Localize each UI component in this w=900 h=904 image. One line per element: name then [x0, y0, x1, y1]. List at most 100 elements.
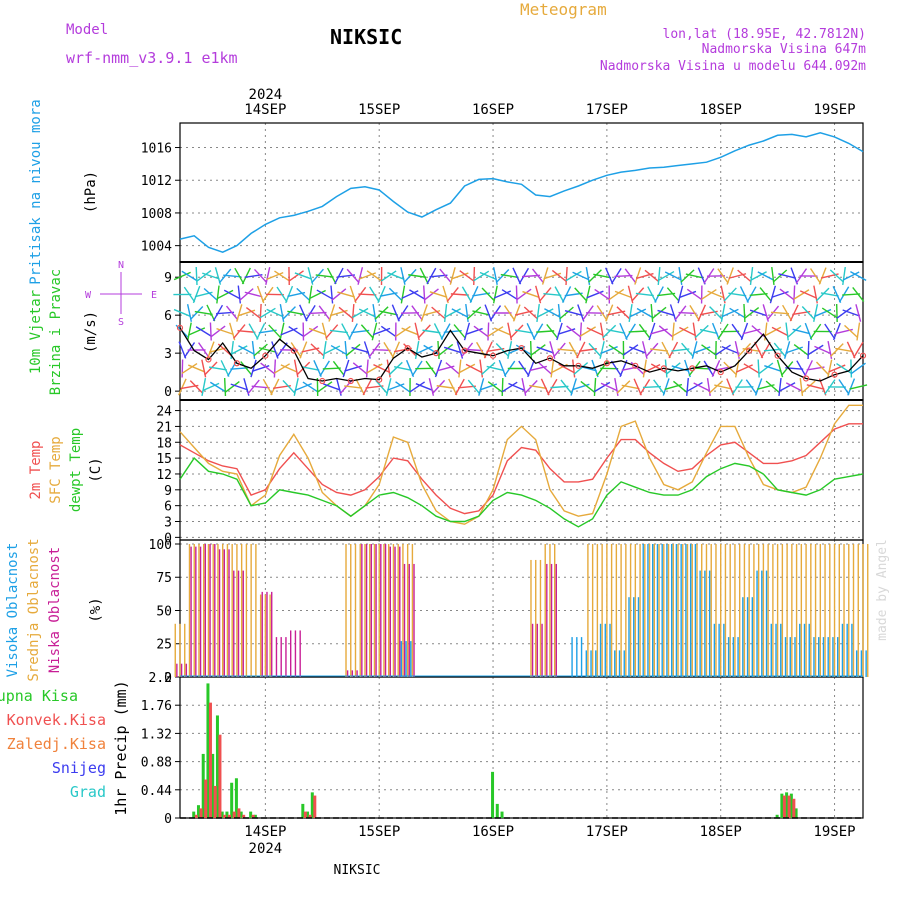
wind-barb	[465, 323, 470, 340]
product-title: Meteogram	[520, 0, 607, 19]
precip-bar	[304, 812, 307, 818]
wind-barb	[474, 267, 475, 285]
pressure-axis-label: Pritisak na nivou mora	[28, 99, 44, 284]
wind-barb	[295, 384, 312, 391]
wind-barb	[635, 267, 641, 284]
precip-legend-item: Snijeg	[52, 759, 106, 777]
precip-axis-label: 1hr Precip (mm)	[112, 680, 130, 815]
precip-legend-item: Ukupna Kisa	[0, 687, 78, 705]
wind-unit: (m/s)	[83, 311, 99, 353]
wind-barb	[741, 323, 747, 340]
wind-barb	[630, 309, 646, 317]
wind-barb	[488, 323, 489, 341]
date-tick-bottom: 17SEP	[586, 824, 628, 840]
wind-barb	[480, 272, 497, 279]
wind-barb	[843, 267, 846, 285]
wind-barb	[800, 291, 817, 298]
wind-barb	[416, 341, 419, 359]
wind-barb	[392, 305, 399, 322]
y-tick-label: 100	[149, 538, 172, 553]
wind-barb	[401, 286, 404, 304]
wind-barb	[663, 378, 669, 395]
precip-bar	[204, 780, 207, 818]
y-tick-label: 0.44	[141, 784, 172, 799]
date-tick-top: 18SEP	[700, 102, 742, 118]
wind-barb	[678, 286, 683, 303]
panel-frame-temperature	[180, 400, 863, 540]
precip-bar	[237, 808, 240, 818]
precip-bar	[218, 735, 221, 818]
y-tick-label: 21	[156, 420, 172, 435]
wind-barb	[772, 327, 788, 335]
wind-barb	[266, 267, 270, 285]
panel-frame-precipitation	[180, 677, 863, 818]
y-tick-label: 15	[156, 452, 172, 467]
wind-barb	[814, 346, 831, 353]
y-tick-label: 9	[164, 484, 172, 499]
wind-barb	[281, 365, 297, 372]
compass-south: S	[118, 317, 124, 328]
wind-barb	[479, 378, 484, 395]
temp-axis-label-sfc: SFC Temp	[48, 436, 64, 503]
wind-barb	[286, 286, 293, 303]
precip-legend-item: Grad	[70, 783, 106, 801]
precip-bar	[501, 812, 504, 818]
wind-barb	[352, 304, 353, 322]
date-tick-bottom: 18SEP	[700, 824, 742, 840]
wind-barb	[736, 365, 752, 372]
wind-barb	[557, 323, 562, 340]
wind-barb	[416, 384, 433, 391]
y-tick-label: 1.76	[141, 699, 172, 714]
wind-barb	[587, 291, 604, 298]
y-tick-label: 25	[156, 638, 172, 653]
date-tick-top: 19SEP	[813, 102, 855, 118]
temperature-line-0	[180, 424, 863, 514]
precip-bar	[195, 815, 198, 818]
model-label: Model	[66, 22, 108, 38]
wind-barb	[848, 379, 855, 396]
wind-barb	[435, 360, 441, 377]
wind-barb	[508, 383, 525, 390]
wind-barb	[402, 328, 419, 335]
wind-barb	[571, 378, 576, 395]
wind-barb	[634, 379, 641, 396]
wind-barb	[459, 360, 461, 378]
wind-barb	[727, 379, 734, 396]
pressure-unit: (hPa)	[83, 171, 99, 213]
wind-barb	[267, 273, 284, 280]
precip-bar	[496, 804, 499, 818]
wind-barb	[819, 268, 826, 285]
footer-station: NIKSIC	[334, 863, 381, 878]
wind-barb	[566, 267, 567, 285]
wind-barb	[466, 364, 482, 372]
precip-legend-item: Konvek.Kisa	[7, 711, 106, 729]
wind-barb	[770, 286, 775, 303]
panel-frame-pressure	[180, 123, 863, 262]
precip-bar	[788, 796, 791, 818]
date-tick-top: 14SEP	[244, 102, 286, 118]
date-tick-top: 17SEP	[586, 102, 628, 118]
wind-barb	[300, 305, 307, 321]
wind-barb	[541, 379, 549, 395]
compass-east: E	[151, 290, 157, 301]
y-tick-label: 50	[156, 604, 172, 619]
wind-barb	[217, 290, 233, 298]
y-tick-label: 2.2	[149, 671, 172, 686]
wind-barb	[786, 383, 802, 391]
wind-barb	[722, 347, 739, 354]
wind-barb	[744, 304, 745, 322]
wind-barb	[402, 291, 418, 298]
date-tick-bottom: 14SEP	[244, 824, 286, 840]
wind-barb	[502, 378, 503, 396]
wind-barb	[345, 341, 347, 359]
wind-barb	[225, 378, 226, 396]
wind-barb	[527, 323, 535, 339]
wind-barb	[856, 304, 861, 321]
wind-barb	[756, 379, 762, 396]
cloud-axis-label-mid: Srednja Oblacnost	[26, 538, 42, 681]
wind-barb	[847, 342, 854, 358]
y-tick-label: 18	[156, 436, 172, 451]
wind-axis-label-1: 10m Vjetar	[28, 290, 44, 374]
y-tick-label: 6	[164, 500, 172, 515]
wind-barb	[600, 341, 604, 359]
